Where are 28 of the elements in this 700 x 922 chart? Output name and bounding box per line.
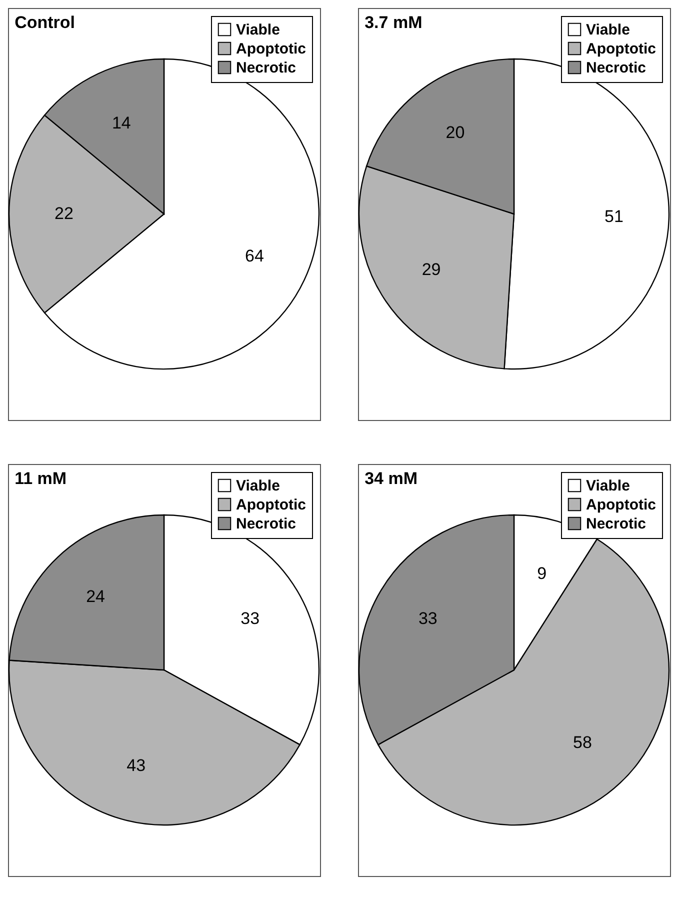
legend-label: Viable [236, 22, 280, 38]
legend-label: Necrotic [236, 516, 296, 532]
legend-label: Apoptotic [236, 40, 306, 58]
legend-label: Apoptotic [236, 496, 306, 514]
data-label: 24 [86, 587, 106, 606]
legend-label: Viable [586, 22, 630, 38]
data-label: 14 [112, 114, 131, 133]
data-label: 64 [245, 246, 264, 266]
legend-label: Apoptotic [586, 496, 656, 514]
chart-title: 34 mM [364, 469, 418, 488]
chart-title: 3.7 mM [364, 13, 422, 32]
data-label: 33 [240, 609, 260, 628]
data-label: 43 [126, 756, 146, 776]
data-label: 20 [446, 123, 465, 142]
data-label: 29 [422, 260, 441, 280]
data-label: 58 [572, 732, 592, 752]
legend-label: Viable [236, 478, 280, 494]
legend-label: Necrotic [586, 60, 646, 76]
data-label: 51 [604, 207, 624, 226]
legend-label: Viable [586, 478, 630, 494]
legend-label: Necrotic [586, 516, 646, 532]
legend-label: Apoptotic [586, 40, 656, 58]
data-label: 33 [418, 609, 438, 628]
chart-title: 11 mM [14, 469, 67, 488]
legend-label: Necrotic [236, 60, 296, 76]
data-label: 9 [537, 564, 547, 583]
chart-title: Control [14, 13, 76, 32]
data-label: 22 [54, 204, 74, 223]
